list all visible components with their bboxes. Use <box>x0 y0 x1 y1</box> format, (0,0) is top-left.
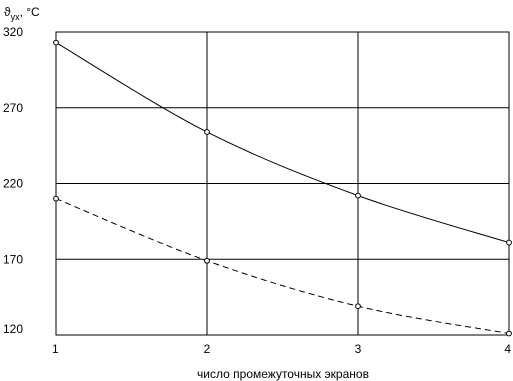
y-tick-label: 170 <box>3 252 23 266</box>
data-point-marker <box>53 195 59 202</box>
y-axis-label: ϑух, °C <box>4 5 40 22</box>
y-axis-label-subscript: ух <box>11 12 21 22</box>
data-point-marker <box>355 303 361 310</box>
plot-frame-rect <box>55 31 510 336</box>
x-tick-label: 2 <box>204 342 211 356</box>
x-tick-label: 4 <box>504 342 511 356</box>
data-point-marker <box>53 39 59 46</box>
y-tick-label: 320 <box>3 25 23 39</box>
y-axis-label-unit: , °C <box>20 5 40 19</box>
data-point-marker <box>506 330 512 337</box>
series-dashed <box>53 195 512 337</box>
series-solid <box>53 39 512 246</box>
x-axis-label: число промежуточных экранов <box>197 367 369 381</box>
data-point-marker <box>355 192 361 199</box>
y-axis-label-symbol: ϑ <box>4 5 11 19</box>
y-tick-labels: 120 170 220 270 320 <box>3 25 23 336</box>
plot-frame <box>55 31 510 336</box>
data-point-marker <box>506 239 512 246</box>
series-line-dashed <box>55 198 510 334</box>
x-tick-label: 1 <box>52 342 59 356</box>
series-line-solid <box>55 42 510 244</box>
y-tick-label: 120 <box>3 322 23 336</box>
x-tick-labels: 1 2 3 4 <box>52 342 511 356</box>
data-point-marker <box>204 257 210 264</box>
series <box>53 39 512 337</box>
x-tick-label: 3 <box>355 342 362 356</box>
data-point-marker <box>204 129 210 135</box>
y-tick-label: 220 <box>3 177 23 191</box>
y-tick-label: 270 <box>3 101 23 115</box>
